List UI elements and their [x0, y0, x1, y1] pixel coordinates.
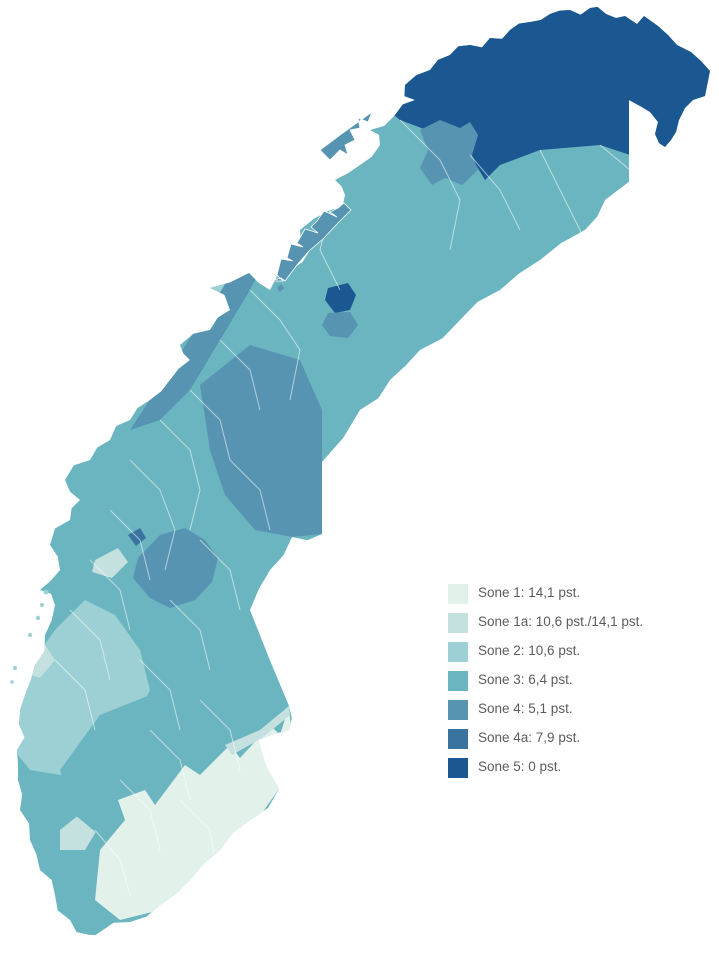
svg-text:Sone 1a: 10,6 pst./14,1 pst.: Sone 1a: 10,6 pst./14,1 pst.	[478, 614, 643, 629]
svg-text:Sone 2: 10,6 pst.: Sone 2: 10,6 pst.	[478, 643, 580, 658]
svg-text:Sone 1: 14,1 pst.: Sone 1: 14,1 pst.	[478, 585, 580, 600]
svg-text:Sone 4: 5,1 pst.: Sone 4: 5,1 pst.	[478, 701, 573, 716]
svg-text:Sone 3: 6,4 pst.: Sone 3: 6,4 pst.	[478, 672, 573, 687]
svg-text:Sone 5: 0 pst.: Sone 5: 0 pst.	[478, 759, 561, 774]
svg-text:Sone 4a: 7,9 pst.: Sone 4a: 7,9 pst.	[478, 730, 580, 745]
